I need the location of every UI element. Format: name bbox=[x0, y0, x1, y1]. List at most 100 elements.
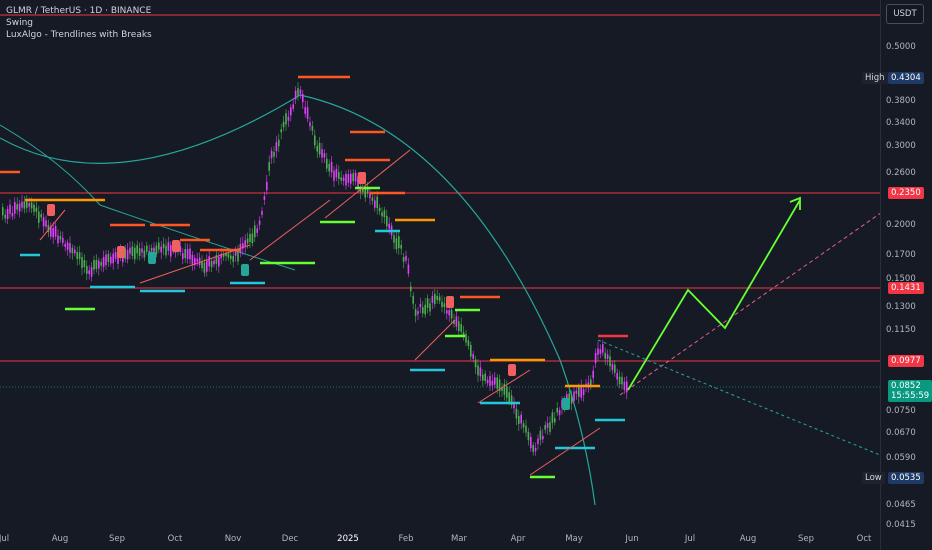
break-marker bbox=[562, 398, 570, 410]
price-tick: 0.3400 bbox=[886, 118, 916, 128]
price-scale[interactable] bbox=[880, 0, 932, 550]
candle-body bbox=[333, 170, 335, 181]
candle-body bbox=[98, 260, 100, 269]
candle-body bbox=[362, 188, 364, 193]
time-tick: Aug bbox=[739, 534, 757, 544]
candle-body bbox=[520, 414, 522, 424]
level-0977-tag: 0.0977 bbox=[888, 355, 924, 367]
low-label: Low bbox=[862, 472, 885, 484]
candle-body bbox=[513, 404, 515, 409]
candle-body bbox=[251, 233, 254, 244]
candle-body bbox=[460, 324, 462, 332]
candle-body bbox=[414, 309, 417, 317]
candle-body bbox=[242, 243, 244, 249]
candle-body bbox=[290, 107, 292, 116]
candle-body bbox=[352, 173, 354, 182]
candle-body bbox=[158, 242, 160, 250]
candle-body bbox=[431, 296, 434, 303]
candle-body bbox=[76, 251, 78, 259]
high-label: High bbox=[862, 72, 888, 84]
candle-body bbox=[371, 197, 374, 201]
bar-countdown: 15:55:59 bbox=[891, 391, 930, 401]
trendline-6 bbox=[39, 209, 66, 241]
price-plot[interactable] bbox=[0, 0, 880, 550]
candle-body bbox=[364, 188, 366, 198]
time-tick: Oct bbox=[856, 534, 872, 544]
candle-body bbox=[446, 310, 448, 314]
candle-body bbox=[100, 262, 102, 266]
candle-body bbox=[626, 381, 628, 393]
candle-body bbox=[426, 298, 429, 308]
candle-body bbox=[383, 210, 386, 218]
candle-body bbox=[179, 246, 182, 253]
candle-body bbox=[546, 423, 549, 428]
candle-body bbox=[42, 217, 45, 227]
candle-body bbox=[506, 386, 508, 398]
candle-body bbox=[105, 254, 107, 266]
candle-body bbox=[167, 242, 170, 251]
candle-body bbox=[86, 265, 88, 274]
break-marker bbox=[508, 364, 516, 376]
candle-body bbox=[198, 257, 201, 266]
candle-body bbox=[599, 349, 602, 354]
candle-body bbox=[400, 245, 402, 249]
candle-body bbox=[470, 344, 472, 357]
candle-body bbox=[357, 176, 359, 189]
candle-body bbox=[515, 408, 518, 419]
candle-body bbox=[527, 431, 530, 441]
candle-body bbox=[570, 394, 573, 404]
candle-body bbox=[544, 425, 546, 430]
indicator-swing[interactable]: Swing bbox=[6, 18, 33, 28]
candle-body bbox=[549, 422, 551, 432]
candle-body bbox=[165, 245, 167, 256]
candle-body bbox=[88, 270, 90, 275]
candle-body bbox=[213, 260, 215, 265]
candle-body bbox=[143, 250, 146, 258]
candle-body bbox=[347, 174, 350, 183]
candle-body bbox=[393, 235, 395, 243]
candle-body bbox=[292, 104, 294, 109]
candle-body bbox=[621, 376, 623, 385]
candle-body bbox=[376, 196, 378, 209]
candle-body bbox=[110, 256, 112, 264]
price-tick: 0.1150 bbox=[886, 325, 916, 335]
candle-body bbox=[484, 373, 486, 381]
indicator-trendlines[interactable]: LuxAlgo - Trendlines with Breaks bbox=[6, 30, 152, 40]
break-marker bbox=[358, 172, 366, 184]
candle-body bbox=[134, 247, 136, 260]
candle-body bbox=[472, 354, 474, 359]
candle-body bbox=[510, 395, 513, 405]
chart-legend: GLMR / TetherUS · 1D · BINANCE Swing Lux… bbox=[6, 5, 152, 41]
candle-body bbox=[162, 243, 165, 249]
candle-body bbox=[618, 376, 621, 385]
candle-body bbox=[496, 377, 498, 389]
candle-body bbox=[518, 415, 520, 424]
trendline-dashed-up bbox=[619, 212, 880, 396]
candle-body bbox=[494, 377, 496, 385]
trendline-4 bbox=[477, 369, 531, 404]
candle-body bbox=[14, 202, 16, 214]
currency-button[interactable]: USDT bbox=[886, 4, 924, 24]
time-tick: Feb bbox=[398, 534, 414, 544]
candle-body bbox=[299, 89, 302, 94]
candle-body bbox=[374, 200, 376, 208]
candle-body bbox=[38, 211, 40, 223]
candle-body bbox=[268, 162, 270, 171]
candle-body bbox=[35, 207, 38, 212]
symbol-title[interactable]: GLMR / TetherUS · 1D · BINANCE bbox=[6, 6, 152, 16]
candle-body bbox=[491, 380, 494, 386]
time-tick: Sep bbox=[797, 534, 815, 544]
break-marker bbox=[446, 296, 454, 308]
candle-body bbox=[592, 370, 594, 379]
candle-body bbox=[11, 212, 14, 217]
candle-body bbox=[345, 173, 347, 186]
candle-body bbox=[215, 255, 218, 264]
candle-body bbox=[57, 235, 59, 244]
price-tick: 0.0465 bbox=[886, 500, 916, 510]
candle-body bbox=[62, 237, 64, 243]
break-marker bbox=[148, 252, 156, 264]
candle-body bbox=[220, 253, 222, 259]
candle-body bbox=[50, 226, 52, 237]
candle-body bbox=[45, 220, 47, 227]
